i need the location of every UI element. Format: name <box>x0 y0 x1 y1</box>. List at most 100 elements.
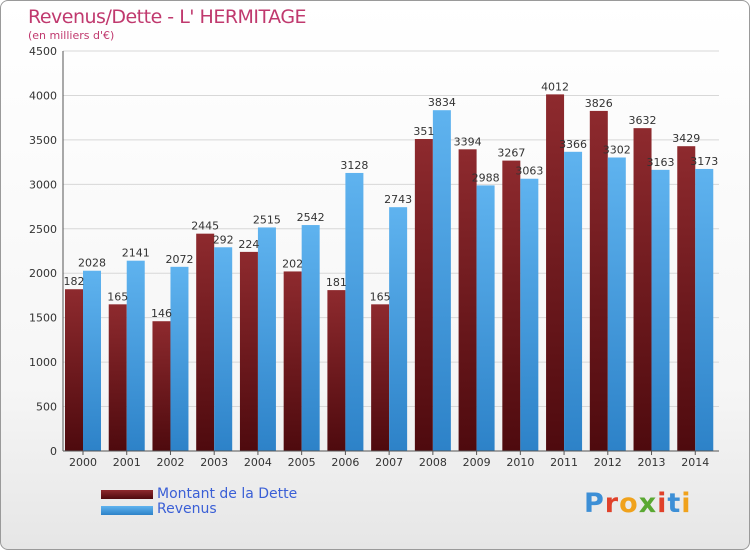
data-label-revenus: 2515 <box>253 213 281 226</box>
bar-dette <box>152 321 171 451</box>
data-label-revenus: 2072 <box>165 253 193 266</box>
y-tick-label: 2500 <box>29 223 57 236</box>
logo-letter: i <box>657 488 668 519</box>
x-tick-label: 2009 <box>463 456 491 469</box>
bar-revenus <box>257 227 276 451</box>
data-label-dette: 224 <box>238 238 259 251</box>
bar-dette <box>371 304 390 451</box>
bar-revenus <box>520 178 539 451</box>
bar-dette <box>546 94 565 451</box>
data-label-dette: 202 <box>282 257 303 270</box>
data-label-dette: 3267 <box>497 147 525 160</box>
x-tick-label: 2007 <box>375 456 403 469</box>
bar-dette <box>196 233 215 451</box>
bar-revenus <box>214 247 233 451</box>
bar-revenus <box>607 157 626 451</box>
bar-revenus <box>389 207 408 451</box>
bar-dette <box>677 146 696 451</box>
bar-revenus <box>564 151 583 452</box>
data-label-dette: 4012 <box>541 80 569 93</box>
x-tick-label: 2012 <box>594 456 622 469</box>
chart-title: Revenus/Dette - L' HERMITAGE <box>28 6 307 28</box>
x-tick-label: 2001 <box>113 456 141 469</box>
data-label-dette: 3429 <box>672 132 700 145</box>
x-tick-label: 2010 <box>506 456 534 469</box>
data-label-revenus: 3163 <box>647 156 675 169</box>
logo-letter: r <box>604 488 620 519</box>
bar-dette <box>633 128 652 451</box>
bar-dette <box>108 304 127 451</box>
y-tick-label: 4000 <box>29 89 57 102</box>
data-label-revenus: 3128 <box>340 159 368 172</box>
proxiti-logo: Proxiti <box>584 488 692 519</box>
bar-revenus <box>651 169 670 451</box>
x-tick-label: 2008 <box>419 456 447 469</box>
bars <box>65 94 714 452</box>
x-tick-label: 2003 <box>200 456 228 469</box>
y-tick-label: 1500 <box>29 312 57 325</box>
y-tick-label: 0 <box>50 445 57 458</box>
x-tick-label: 2002 <box>156 456 184 469</box>
x-tick-label: 2013 <box>638 456 666 469</box>
y-tick-label: 3500 <box>29 134 57 147</box>
y-tick-label: 500 <box>36 401 57 414</box>
data-label-dette: 3826 <box>585 97 613 110</box>
data-label-dette: 146 <box>151 307 172 320</box>
y-tick-label: 3000 <box>29 178 57 191</box>
x-tick-label: 2000 <box>69 456 97 469</box>
y-tick-label: 4500 <box>29 45 57 58</box>
bar-revenus <box>695 168 714 451</box>
logo-letter: P <box>584 488 605 519</box>
x-tick-label: 2011 <box>550 456 578 469</box>
logo-letter: i <box>681 488 692 519</box>
y-tick-label: 1000 <box>29 356 57 369</box>
data-label-revenus: 2743 <box>384 193 412 206</box>
data-label-revenus: 2542 <box>297 211 325 224</box>
data-label-revenus: 2988 <box>472 171 500 184</box>
bar-dette <box>283 271 302 451</box>
data-label-dette: 165 <box>107 290 128 303</box>
bar-dette <box>65 289 83 451</box>
legend-label-dette: Montant de la Dette <box>157 486 298 502</box>
bar-revenus <box>301 225 320 451</box>
bar-revenus <box>83 270 101 451</box>
data-label-dette: 181 <box>326 276 347 289</box>
y-tick-label: 2000 <box>29 267 57 280</box>
axes: 0 500 1000 1500 2000 2500 3000 3500 4000 4500 2000… <box>29 45 719 469</box>
bar-revenus <box>432 110 451 451</box>
data-label-dette: 3632 <box>629 114 657 127</box>
data-label-revenus: 3366 <box>559 138 587 151</box>
bar-revenus <box>476 185 495 451</box>
legend-swatch-dette <box>101 490 153 499</box>
bar-dette <box>239 251 258 451</box>
bar-dette <box>589 110 608 452</box>
x-tick-label: 2006 <box>331 456 359 469</box>
logo-letter: o <box>619 488 639 519</box>
bar-dette <box>414 139 433 451</box>
data-label-dette: 3394 <box>454 135 482 148</box>
chart-subtitle: (en milliers d'€) <box>28 29 115 42</box>
bar-revenus <box>170 266 189 451</box>
data-label-revenus: 3834 <box>428 96 456 109</box>
x-tick-label: 2014 <box>681 456 709 469</box>
bar-dette <box>458 149 477 452</box>
x-tick-label: 2005 <box>288 456 316 469</box>
legend-swatch-revenus <box>101 506 153 515</box>
data-label-revenus: 3302 <box>603 143 631 156</box>
data-label-revenus: 2141 <box>122 247 150 260</box>
data-label-dette: 165 <box>370 290 391 303</box>
x-tick-label: 2004 <box>244 456 272 469</box>
data-label-revenus: 3063 <box>515 165 543 178</box>
data-label-revenus: 292 <box>213 233 234 246</box>
data-label-dette: 351 <box>413 125 434 138</box>
bar-dette <box>327 290 346 451</box>
data-label-revenus: 3173 <box>690 155 718 168</box>
logo-letter: x <box>638 488 658 519</box>
bar-revenus <box>345 172 364 451</box>
data-label-dette: 2445 <box>191 220 219 233</box>
bar-revenus <box>126 260 145 451</box>
data-label-dette: 182 <box>64 275 85 288</box>
